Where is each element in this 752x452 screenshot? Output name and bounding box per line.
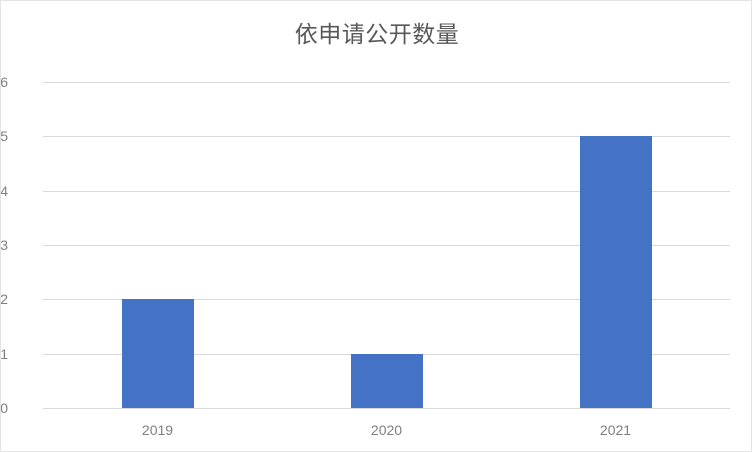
gridline <box>43 408 730 409</box>
y-tick-label: 4 <box>0 182 8 199</box>
chart-title: 依申请公开数量 <box>294 21 460 47</box>
y-tick-label: 1 <box>0 345 8 362</box>
bar[interactable] <box>121 299 194 408</box>
gridline <box>43 82 730 83</box>
gridline <box>43 245 730 246</box>
gridline <box>43 299 730 301</box>
gridline <box>43 136 730 138</box>
y-tick-label: 0 <box>0 400 8 416</box>
x-tick-label: 2020 <box>370 422 403 438</box>
bar[interactable] <box>579 136 652 408</box>
y-tick-label: 3 <box>0 237 8 253</box>
y-tick-label: 6 <box>0 74 8 90</box>
bar-series <box>43 82 730 408</box>
gridline <box>43 190 730 192</box>
y-tick-label: 2 <box>0 291 8 308</box>
bar[interactable] <box>350 353 423 408</box>
x-tick-label: 2019 <box>141 422 174 438</box>
y-tick-label: 5 <box>0 128 8 145</box>
plot-area: 0 1 2 3 4 5 6 <box>1 75 730 415</box>
x-axis-labels: 2019 2020 2021 <box>43 409 730 449</box>
x-tick-label: 2021 <box>599 422 632 438</box>
